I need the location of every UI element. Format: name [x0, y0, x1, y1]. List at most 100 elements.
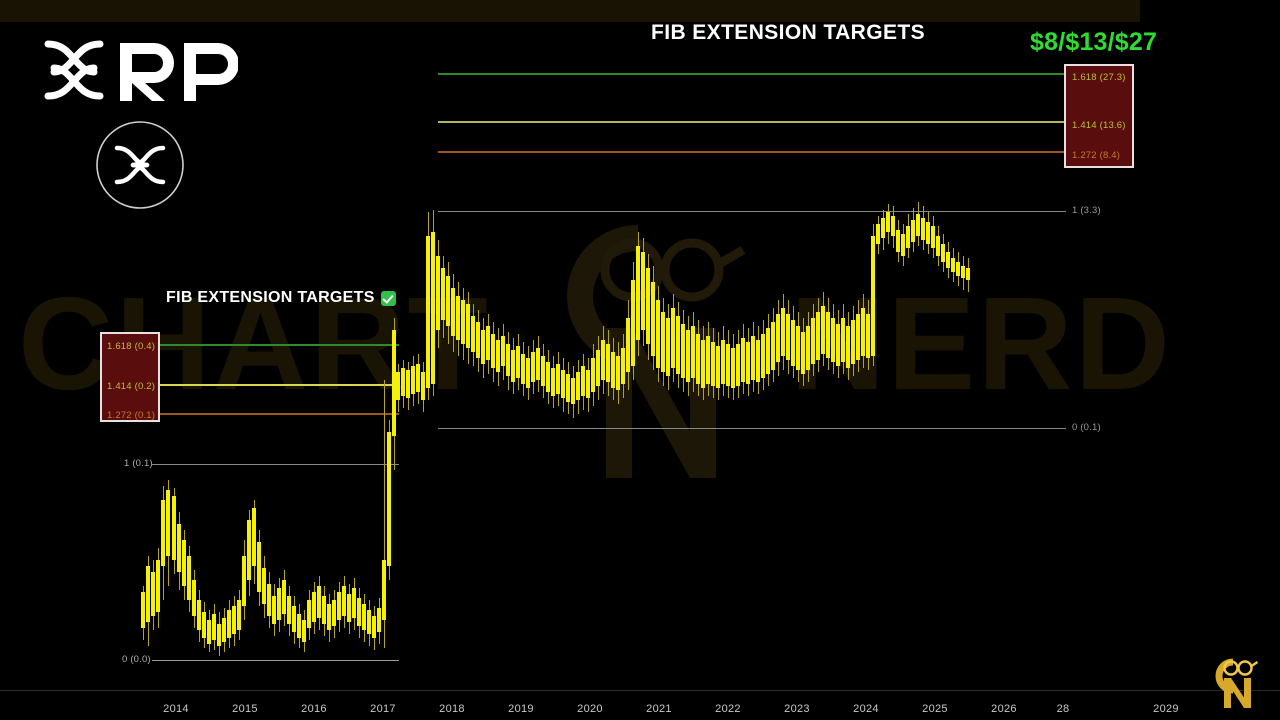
candle-body [731, 348, 735, 388]
axis-year-2023: 2023 [784, 703, 810, 715]
candle-body [247, 520, 251, 580]
candle-body [362, 604, 366, 630]
candle-body [841, 318, 845, 362]
candle-wick [384, 380, 385, 648]
candle-body [541, 356, 545, 386]
candle-body [471, 316, 475, 352]
axis-year-2014: 2014 [163, 703, 189, 715]
sub-chart-title-text: FIB EXTENSION TARGETS [166, 289, 375, 306]
candle-body [282, 580, 286, 614]
candle-body [516, 346, 520, 378]
candle-body [166, 490, 170, 556]
candle-body [671, 308, 675, 368]
candle-body [711, 342, 715, 386]
axis-year-2026: 2026 [991, 703, 1017, 715]
fib-line-0-sub [152, 660, 399, 661]
candle-body [846, 326, 850, 368]
axis-year-2015: 2015 [232, 703, 258, 715]
candle-body [491, 334, 495, 368]
candle-body [766, 328, 770, 374]
candle-body [392, 330, 396, 436]
candle-body [696, 334, 700, 384]
candle-body [252, 508, 256, 566]
candle-body [536, 348, 540, 380]
candle-body [521, 354, 525, 384]
fib-level-1-main-label: 1 (3.3) [1072, 205, 1101, 216]
candle-body [906, 226, 910, 248]
fib-level-1618-sub-label: 1.618 (0.4) [107, 341, 156, 352]
sub-chart-title: FIB EXTENSION TARGETS [166, 289, 396, 307]
candle-body [556, 364, 560, 394]
candle-body [461, 300, 465, 344]
candle-body [916, 214, 920, 236]
candle-body [596, 350, 600, 386]
candle-body [332, 600, 336, 626]
candle-body [172, 496, 176, 560]
watermark-underline-bar [0, 0, 1140, 22]
candle-body [831, 318, 835, 362]
candle-body [856, 314, 860, 360]
candle-body [816, 312, 820, 360]
axis-year-2017: 2017 [370, 703, 396, 715]
fib-level-0-main-label: 0 (0.1) [1072, 422, 1101, 433]
candle-body [501, 336, 505, 366]
candle-body [886, 212, 890, 232]
candle-body [551, 368, 555, 396]
candle-body [382, 560, 386, 620]
chart-nerd-logo-icon [1215, 658, 1259, 708]
candle-body [307, 600, 311, 628]
candle-body [242, 556, 246, 606]
candle-body [511, 350, 515, 382]
axis-year-2029: 2029 [1153, 703, 1179, 715]
candle-body [761, 334, 765, 378]
candle-body [586, 370, 590, 398]
candle-body [636, 246, 640, 340]
axis-year-2025: 2025 [922, 703, 948, 715]
candle-body [706, 336, 710, 384]
candle-body [466, 304, 470, 348]
candle-body [966, 268, 970, 280]
candle-body [621, 348, 625, 384]
candle-body [926, 222, 930, 244]
candle-body [327, 604, 331, 630]
candle-body [681, 324, 685, 378]
candle-body [756, 340, 760, 382]
candle-body [851, 320, 855, 364]
candle-body [357, 598, 361, 626]
fib-level-1618-main-label: 1.618 (27.3) [1072, 72, 1126, 83]
candle-body [272, 596, 276, 624]
candle-body [961, 266, 965, 278]
candle-body [257, 542, 261, 592]
candle-body [347, 594, 351, 622]
fib-target-box-sub: 1.618 (0.4) 1.414 (0.2) 1.272 (0.1) [100, 332, 160, 422]
axis-year-2021: 2021 [646, 703, 672, 715]
candle-body [187, 556, 191, 600]
axis-baseline [0, 690, 1280, 691]
candle-body [202, 612, 206, 638]
candle-body [227, 610, 231, 638]
candle-body [791, 320, 795, 366]
candle-body [871, 236, 875, 356]
candle-body [601, 340, 605, 380]
candle-body [456, 296, 460, 340]
candle-body [771, 322, 775, 370]
fib-line-1414-sub [156, 384, 399, 386]
candle-body [656, 300, 660, 368]
fib-target-box-main: 1.618 (27.3) 1.414 (13.6) 1.272 (8.4) [1064, 64, 1134, 168]
page-title: FIB EXTENSION TARGETS [651, 21, 926, 44]
candle-body [956, 262, 960, 276]
candle-body [806, 326, 810, 370]
candle-body [651, 282, 655, 356]
candle-body [156, 560, 160, 612]
candle-body [217, 624, 221, 646]
fib-line-0-main [438, 428, 1066, 429]
candle-body [401, 368, 405, 396]
axis-year-2022: 2022 [715, 703, 741, 715]
candle-body [591, 358, 595, 392]
candle-body [222, 618, 226, 642]
candle-body [446, 276, 450, 326]
candle-body [786, 314, 790, 360]
candle-body [836, 324, 840, 366]
candle-body [146, 566, 150, 622]
